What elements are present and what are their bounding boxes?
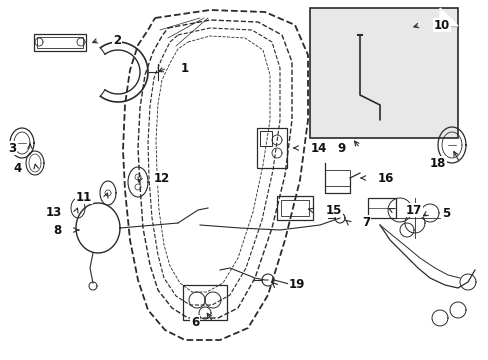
Text: 15: 15 [325,203,342,216]
Bar [183,285,226,320]
Text: 19: 19 [288,279,305,292]
Bar [276,196,312,220]
Text: 1: 1 [181,62,189,75]
Text: 17: 17 [405,203,421,216]
Bar [325,170,349,186]
Bar [260,131,271,146]
Bar [34,33,86,50]
Text: 13: 13 [46,206,62,219]
Text: 16: 16 [377,171,393,185]
Text: 10: 10 [433,18,449,32]
Text: 8: 8 [54,224,62,237]
Text: 4: 4 [14,162,22,175]
Bar [281,200,308,216]
Text: 18: 18 [429,157,445,170]
Text: 14: 14 [310,141,326,154]
Text: 5: 5 [441,207,449,220]
Bar [367,198,395,218]
Text: 6: 6 [190,315,199,328]
Polygon shape [439,8,457,26]
Text: 2: 2 [113,33,121,46]
Bar [37,36,83,48]
Text: 9: 9 [337,141,346,154]
Bar [257,128,286,168]
Bar [309,8,457,138]
Text: 3: 3 [8,141,16,154]
Text: 11: 11 [76,190,92,203]
Text: 12: 12 [154,171,170,185]
Text: 7: 7 [361,216,369,229]
